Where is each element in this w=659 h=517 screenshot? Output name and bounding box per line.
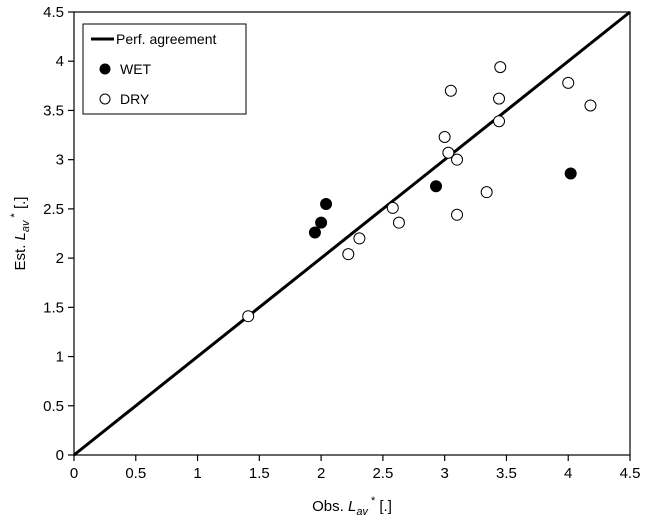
x-tick-label: 3 bbox=[440, 465, 448, 482]
x-tick-label: 0.5 bbox=[125, 465, 146, 482]
y-axis-label-var: L bbox=[12, 232, 29, 240]
x-tick-label: 4 bbox=[564, 465, 572, 482]
y-tick-label: 4 bbox=[56, 53, 64, 70]
plot-area bbox=[73, 10, 631, 457]
axes bbox=[73, 11, 631, 456]
dry-point bbox=[451, 153, 464, 166]
x-tick-label: 1 bbox=[193, 465, 201, 482]
y-tick-label: 2 bbox=[56, 250, 64, 267]
x-axis-label-sub: av bbox=[356, 506, 369, 517]
y-tick-label: 3.5 bbox=[43, 102, 64, 119]
y-axis-label-suffix: [.] bbox=[12, 197, 29, 214]
wet-point bbox=[315, 216, 328, 229]
x-tick-label: 4.5 bbox=[620, 465, 641, 482]
y-tick-label: 1.5 bbox=[43, 299, 64, 316]
dry-point bbox=[438, 131, 451, 144]
x-axis-label-var: L bbox=[348, 498, 356, 515]
x-tick-label: 1.5 bbox=[249, 465, 270, 482]
legend-label: WET bbox=[120, 61, 152, 77]
dry-point bbox=[444, 84, 457, 97]
y-tick-label: 1 bbox=[56, 349, 64, 366]
legend-wet-marker bbox=[99, 63, 111, 75]
dry-point bbox=[562, 76, 575, 89]
plot-frame bbox=[73, 11, 631, 456]
y-tick-label: 4.5 bbox=[43, 4, 64, 21]
x-tick-label: 2.5 bbox=[372, 465, 393, 482]
x-axis-label-suffix: [.] bbox=[375, 498, 392, 515]
perfect-agreement-line bbox=[73, 10, 631, 457]
y-tick-label: 0 bbox=[56, 447, 64, 464]
dry-point bbox=[442, 146, 455, 159]
wet-point bbox=[308, 226, 321, 239]
dry-point bbox=[342, 248, 355, 261]
dry-point bbox=[386, 201, 399, 214]
legend-label: DRY bbox=[120, 91, 150, 107]
x-tick-label: 0 bbox=[70, 465, 78, 482]
dry-point bbox=[392, 216, 405, 229]
dry-point bbox=[451, 208, 464, 221]
dry-point bbox=[242, 310, 255, 323]
legend-dry-marker bbox=[99, 93, 111, 105]
wet-point bbox=[320, 197, 333, 210]
wet-point bbox=[564, 167, 577, 180]
y-axis-label: Est. Lav * [.] bbox=[9, 197, 32, 271]
dry-point bbox=[494, 61, 507, 74]
y-tick-label: 3 bbox=[56, 152, 64, 169]
x-axis-label-sup: * bbox=[371, 495, 376, 507]
x-axis-label: Obs. Lav* [.] bbox=[312, 495, 392, 517]
y-axis-label-prefix: Est. bbox=[12, 240, 29, 270]
dry-point bbox=[480, 186, 493, 199]
x-tick-label: 2 bbox=[317, 465, 325, 482]
dry-point bbox=[493, 115, 506, 128]
legend-label: Perf. agreement bbox=[116, 31, 216, 47]
y-axis-label-sub: av bbox=[20, 219, 32, 232]
y-tick-label: 0.5 bbox=[43, 398, 64, 415]
y-tick-label: 2.5 bbox=[43, 201, 64, 218]
dry-point bbox=[353, 232, 366, 245]
x-axis-label-prefix: Obs. bbox=[312, 498, 348, 515]
wet-point bbox=[430, 180, 443, 193]
ticks: 0 0.5 1 1.5 2 2.5 3 3.5 4 4.5 0 0.5 1 1.5 2 2.5 3 3.5 4 4.5 bbox=[43, 4, 640, 482]
y-axis-label-sup: * bbox=[9, 212, 21, 217]
x-tick-label: 3.5 bbox=[496, 465, 517, 482]
dry-point bbox=[493, 92, 506, 105]
legend: Perf. agreement WET DRY bbox=[82, 23, 247, 115]
dry-point bbox=[584, 99, 597, 112]
